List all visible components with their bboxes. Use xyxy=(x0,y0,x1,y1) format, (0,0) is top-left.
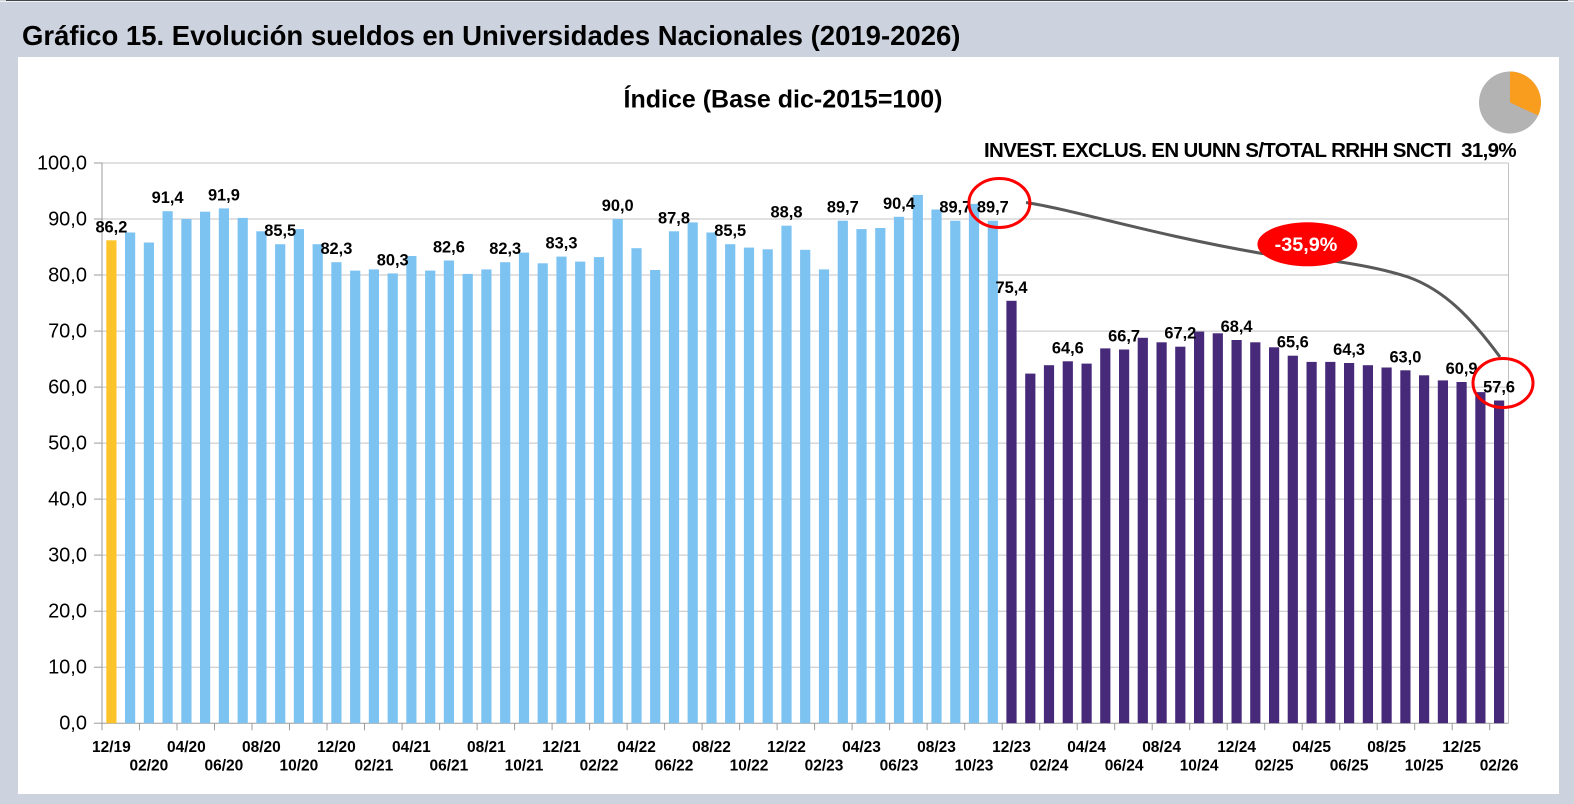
svg-text:08/23: 08/23 xyxy=(917,739,956,756)
svg-text:INVEST. EXCLUS. EN UUNN S/TOTA: INVEST. EXCLUS. EN UUNN S/TOTAL RRHH SNC… xyxy=(984,139,1516,162)
svg-text:08/25: 08/25 xyxy=(1367,739,1406,756)
svg-text:10,0: 10,0 xyxy=(48,657,87,679)
svg-text:06/23: 06/23 xyxy=(880,758,919,775)
svg-text:64,3: 64,3 xyxy=(1333,341,1365,359)
svg-text:08/24: 08/24 xyxy=(1142,739,1181,756)
svg-text:04/23: 04/23 xyxy=(842,739,881,756)
svg-text:90,4: 90,4 xyxy=(883,195,916,213)
svg-text:20,0: 20,0 xyxy=(48,601,87,623)
svg-text:82,6: 82,6 xyxy=(433,239,465,257)
svg-text:04/21: 04/21 xyxy=(392,739,431,756)
svg-text:-35,9%: -35,9% xyxy=(1275,234,1338,256)
svg-text:08/21: 08/21 xyxy=(467,739,506,756)
svg-text:100,0: 100,0 xyxy=(37,153,87,175)
svg-text:91,9: 91,9 xyxy=(208,186,240,204)
svg-text:0,0: 0,0 xyxy=(59,713,87,735)
svg-text:88,8: 88,8 xyxy=(771,204,803,222)
svg-text:12/22: 12/22 xyxy=(767,739,806,756)
svg-text:60,9: 60,9 xyxy=(1446,360,1478,378)
svg-text:89,7: 89,7 xyxy=(827,199,859,217)
svg-text:68,4: 68,4 xyxy=(1221,318,1254,336)
svg-text:63,0: 63,0 xyxy=(1389,348,1421,366)
svg-text:04/25: 04/25 xyxy=(1292,739,1331,756)
svg-text:06/25: 06/25 xyxy=(1330,758,1369,775)
svg-text:75,4: 75,4 xyxy=(996,279,1029,297)
svg-text:08/22: 08/22 xyxy=(692,739,731,756)
svg-text:08/20: 08/20 xyxy=(242,739,281,756)
svg-text:12/20: 12/20 xyxy=(317,739,356,756)
svg-text:67,2: 67,2 xyxy=(1164,325,1196,343)
svg-text:06/22: 06/22 xyxy=(655,758,694,775)
svg-text:10/22: 10/22 xyxy=(730,758,769,775)
svg-text:04/20: 04/20 xyxy=(167,739,206,756)
svg-text:12/19: 12/19 xyxy=(92,739,131,756)
svg-text:10/23: 10/23 xyxy=(955,758,994,775)
svg-text:91,4: 91,4 xyxy=(152,189,185,207)
svg-text:40,0: 40,0 xyxy=(48,489,87,511)
svg-text:12/24: 12/24 xyxy=(1217,739,1256,756)
svg-text:02/24: 02/24 xyxy=(1030,758,1069,775)
svg-text:82,3: 82,3 xyxy=(489,240,521,258)
svg-text:90,0: 90,0 xyxy=(48,209,87,231)
svg-text:10/21: 10/21 xyxy=(505,758,544,775)
svg-text:80,0: 80,0 xyxy=(48,265,87,287)
svg-text:06/20: 06/20 xyxy=(205,758,244,775)
svg-text:02/21: 02/21 xyxy=(355,758,394,775)
svg-text:87,8: 87,8 xyxy=(658,209,690,227)
svg-text:06/21: 06/21 xyxy=(430,758,469,775)
svg-text:57,6: 57,6 xyxy=(1483,379,1515,397)
svg-text:30,0: 30,0 xyxy=(48,545,87,567)
svg-text:12/25: 12/25 xyxy=(1442,739,1481,756)
svg-text:02/23: 02/23 xyxy=(805,758,844,775)
svg-text:04/22: 04/22 xyxy=(617,739,656,756)
svg-text:85,5: 85,5 xyxy=(264,222,296,240)
svg-text:02/20: 02/20 xyxy=(130,758,169,775)
svg-text:10/25: 10/25 xyxy=(1405,758,1444,775)
svg-text:80,3: 80,3 xyxy=(377,251,409,269)
svg-text:10/24: 10/24 xyxy=(1180,758,1219,775)
svg-text:89,7: 89,7 xyxy=(977,199,1009,217)
svg-text:85,5: 85,5 xyxy=(714,222,746,240)
svg-text:64,6: 64,6 xyxy=(1052,339,1084,357)
svg-text:90,0: 90,0 xyxy=(602,197,634,215)
svg-text:02/25: 02/25 xyxy=(1255,758,1294,775)
svg-text:02/26: 02/26 xyxy=(1480,758,1519,775)
svg-text:04/24: 04/24 xyxy=(1067,739,1106,756)
svg-text:65,6: 65,6 xyxy=(1277,334,1309,352)
svg-text:02/22: 02/22 xyxy=(580,758,619,775)
svg-text:60,0: 60,0 xyxy=(48,377,87,399)
svg-text:70,0: 70,0 xyxy=(48,321,87,343)
svg-text:12/23: 12/23 xyxy=(992,739,1031,756)
svg-text:86,2: 86,2 xyxy=(95,218,127,236)
svg-text:82,3: 82,3 xyxy=(320,240,352,258)
svg-text:Índice (Base dic-2015=100): Índice (Base dic-2015=100) xyxy=(624,85,943,114)
svg-text:89,7: 89,7 xyxy=(939,199,971,217)
svg-text:12/21: 12/21 xyxy=(542,739,581,756)
svg-text:50,0: 50,0 xyxy=(48,433,87,455)
svg-text:10/20: 10/20 xyxy=(280,758,319,775)
svg-text:66,7: 66,7 xyxy=(1108,328,1140,346)
svg-text:83,3: 83,3 xyxy=(546,235,578,253)
svg-text:06/24: 06/24 xyxy=(1105,758,1144,775)
